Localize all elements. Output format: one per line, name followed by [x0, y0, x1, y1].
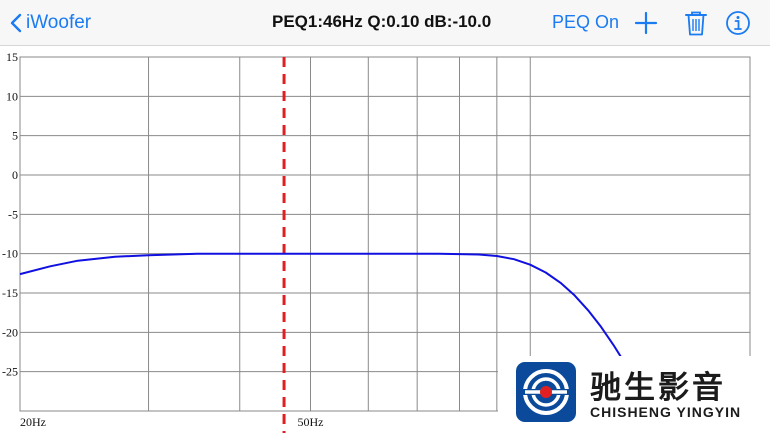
x-tick-label: 20Hz [20, 415, 46, 429]
response-curves [19, 252, 629, 369]
back-button[interactable]: iWoofer [10, 9, 91, 37]
page-title: PEQ1:46Hz Q:0.10 dB:-10.0 [272, 12, 492, 31]
response-curve-line [19, 252, 629, 369]
chevron-left-icon [10, 13, 22, 33]
brand-name-english: CHISHENG YINGYIN [590, 404, 742, 420]
chisheng-logo [516, 362, 576, 422]
y-tick-label: -25 [2, 365, 18, 379]
y-tick-label: 10 [6, 89, 18, 103]
y-tick-label: -5 [8, 207, 18, 221]
back-button-label: iWoofer [26, 12, 92, 33]
y-tick-label: -15 [2, 286, 18, 300]
y-tick-label: -10 [2, 247, 18, 261]
y-tick-label: 5 [12, 129, 18, 143]
plot-frame [19, 56, 751, 412]
trash-icon[interactable] [682, 9, 710, 37]
info-icon[interactable] [724, 9, 752, 37]
plus-icon[interactable] [632, 9, 660, 37]
peq-toggle-button[interactable]: PEQ On [552, 12, 620, 32]
y-tick-label: 0 [12, 168, 18, 182]
grid-lines [19, 56, 751, 412]
y-tick-label: 15 [6, 50, 18, 64]
brand-watermark: 驰生影音 CHISHENG YINGYIN [498, 356, 770, 433]
brand-name-chinese: 驰生影音 [590, 370, 726, 406]
x-tick-label: 50Hz [297, 415, 323, 429]
y-tick-label: -20 [2, 325, 18, 339]
navigation-bar: iWoofer PEQ1:46Hz Q:0.10 dB:-10.0 PEQ On [0, 0, 770, 46]
